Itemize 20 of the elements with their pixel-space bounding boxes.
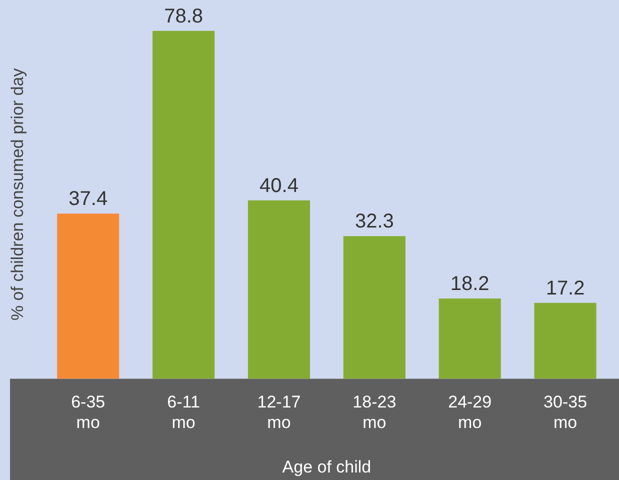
x-tick-label: 24-29 mo	[448, 392, 492, 432]
x-axis-title: Age of child	[282, 457, 372, 476]
bar	[343, 236, 406, 379]
bar	[152, 30, 215, 379]
x-tick-label: 12-17 mo	[257, 392, 301, 432]
data-label: 18.2	[450, 272, 490, 295]
x-tick-label: 6-35 mo	[71, 392, 106, 432]
data-label: 37.4	[68, 188, 108, 210]
bar	[248, 200, 310, 379]
y-axis-title: % of children consumed prior day	[8, 68, 27, 321]
bar	[438, 298, 501, 379]
bar	[534, 302, 596, 379]
x-tick-label: 6-11 mo	[167, 392, 200, 432]
x-tick-label: 30-35 mo	[544, 392, 588, 432]
data-label: 78.8	[164, 5, 204, 28]
data-label: 40.4	[260, 174, 298, 197]
bar	[57, 214, 120, 379]
data-label: 32.3	[354, 210, 394, 233]
x-tick-label: 18-23 mo	[352, 392, 396, 432]
data-label: 17.2	[546, 277, 585, 300]
